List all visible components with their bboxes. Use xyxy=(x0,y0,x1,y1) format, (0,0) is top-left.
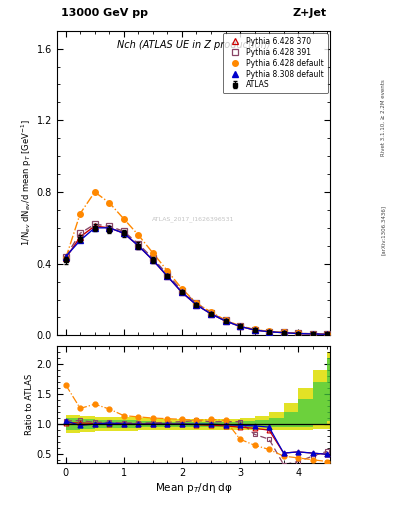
Pythia 6.428 default xyxy=(209,309,213,315)
Pythia 6.428 370 xyxy=(136,243,141,249)
Pythia 6.428 370 xyxy=(180,289,184,295)
Pythia 6.428 391 xyxy=(310,331,315,337)
Pythia 6.428 370 xyxy=(107,225,112,231)
Pythia 6.428 default xyxy=(121,216,126,222)
Pythia 6.428 370 xyxy=(325,331,330,337)
Pythia 6.428 default xyxy=(223,317,228,323)
Pythia 6.428 default xyxy=(238,323,242,329)
Pythia 6.428 370 xyxy=(194,302,199,308)
Pythia 6.428 370 xyxy=(209,311,213,317)
Pythia 6.428 370 xyxy=(252,327,257,333)
Pythia 6.428 391 xyxy=(223,317,228,324)
Pythia 8.308 default xyxy=(180,289,184,295)
Y-axis label: 1/N$_{ev}$ dN$_{ev}$/d mean p$_T$ [GeV$^{-1}$]: 1/N$_{ev}$ dN$_{ev}$/d mean p$_T$ [GeV$^… xyxy=(20,120,34,246)
X-axis label: Mean p$_{T}$/dη dφ: Mean p$_{T}$/dη dφ xyxy=(155,481,232,495)
Pythia 6.428 370 xyxy=(267,329,272,335)
Line: Pythia 6.428 default: Pythia 6.428 default xyxy=(63,189,330,337)
Pythia 6.428 default xyxy=(267,328,272,334)
Pythia 8.308 default xyxy=(151,257,155,263)
Pythia 6.428 391 xyxy=(238,323,242,329)
Pythia 6.428 default xyxy=(325,331,330,337)
Text: [arXiv:1306.3436]: [arXiv:1306.3436] xyxy=(381,205,386,255)
Text: Rivet 3.1.10, ≥ 2.2M events: Rivet 3.1.10, ≥ 2.2M events xyxy=(381,79,386,156)
Pythia 6.428 default xyxy=(151,250,155,256)
Pythia 8.308 default xyxy=(238,324,242,330)
Line: Pythia 6.428 370: Pythia 6.428 370 xyxy=(63,223,330,337)
Y-axis label: Ratio to ATLAS: Ratio to ATLAS xyxy=(25,374,34,435)
Pythia 6.428 370 xyxy=(121,230,126,237)
Pythia 6.428 default xyxy=(296,330,301,336)
Pythia 8.308 default xyxy=(223,318,228,324)
Pythia 6.428 391 xyxy=(281,329,286,335)
Pythia 6.428 default xyxy=(92,189,97,195)
Pythia 6.428 391 xyxy=(63,253,68,260)
Line: Pythia 6.428 391: Pythia 6.428 391 xyxy=(63,222,330,337)
Pythia 6.428 391 xyxy=(252,327,257,333)
Pythia 6.428 370 xyxy=(238,324,242,330)
Pythia 6.428 391 xyxy=(165,271,170,278)
Pythia 6.428 391 xyxy=(194,300,199,306)
Pythia 8.308 default xyxy=(107,225,112,231)
Pythia 6.428 default xyxy=(78,210,83,217)
Pythia 8.308 default xyxy=(63,253,68,260)
Pythia 6.428 default xyxy=(252,326,257,332)
Pythia 6.428 391 xyxy=(325,331,330,337)
Pythia 6.428 default xyxy=(180,286,184,292)
Pythia 6.428 370 xyxy=(151,257,155,263)
Pythia 8.308 default xyxy=(267,329,272,335)
Pythia 6.428 391 xyxy=(136,241,141,247)
Pythia 8.308 default xyxy=(165,273,170,280)
Pythia 8.308 default xyxy=(92,225,97,231)
Text: ATLAS_2017_I1626396531: ATLAS_2017_I1626396531 xyxy=(152,217,235,222)
Pythia 6.428 391 xyxy=(209,310,213,316)
Pythia 6.428 370 xyxy=(92,223,97,229)
Pythia 8.308 default xyxy=(194,302,199,308)
Pythia 6.428 391 xyxy=(180,288,184,294)
Pythia 8.308 default xyxy=(136,243,141,249)
Pythia 6.428 391 xyxy=(267,329,272,335)
Pythia 6.428 391 xyxy=(78,230,83,237)
Pythia 6.428 370 xyxy=(296,331,301,337)
Pythia 6.428 391 xyxy=(92,221,97,227)
Pythia 8.308 default xyxy=(296,331,301,337)
Text: Nch (ATLAS UE in Z production): Nch (ATLAS UE in Z production) xyxy=(117,40,270,50)
Text: 13000 GeV pp: 13000 GeV pp xyxy=(61,8,148,18)
Pythia 8.308 default xyxy=(252,327,257,333)
Pythia 6.428 default xyxy=(165,268,170,274)
Pythia 6.428 default xyxy=(194,300,199,306)
Pythia 6.428 370 xyxy=(165,273,170,280)
Pythia 6.428 391 xyxy=(121,228,126,234)
Legend: Pythia 6.428 370, Pythia 6.428 391, Pythia 6.428 default, Pythia 8.308 default, : Pythia 6.428 370, Pythia 6.428 391, Pyth… xyxy=(222,33,328,93)
Pythia 6.428 370 xyxy=(223,318,228,324)
Pythia 6.428 default xyxy=(310,331,315,337)
Pythia 6.428 default xyxy=(63,255,68,262)
Pythia 8.308 default xyxy=(281,330,286,336)
Pythia 6.428 370 xyxy=(63,255,68,262)
Pythia 8.308 default xyxy=(209,311,213,317)
Pythia 6.428 391 xyxy=(107,223,112,229)
Pythia 8.308 default xyxy=(310,331,315,337)
Line: Pythia 8.308 default: Pythia 8.308 default xyxy=(63,225,330,337)
Pythia 8.308 default xyxy=(325,331,330,337)
Pythia 6.428 370 xyxy=(78,233,83,240)
Pythia 6.428 370 xyxy=(281,330,286,336)
Pythia 6.428 default xyxy=(107,200,112,206)
Pythia 6.428 391 xyxy=(296,330,301,336)
Pythia 6.428 370 xyxy=(310,331,315,337)
Pythia 8.308 default xyxy=(78,238,83,244)
Text: Z+Jet: Z+Jet xyxy=(292,8,326,18)
Pythia 6.428 default xyxy=(281,329,286,335)
Pythia 8.308 default xyxy=(121,230,126,237)
Pythia 6.428 391 xyxy=(151,255,155,262)
Pythia 6.428 default xyxy=(136,232,141,238)
